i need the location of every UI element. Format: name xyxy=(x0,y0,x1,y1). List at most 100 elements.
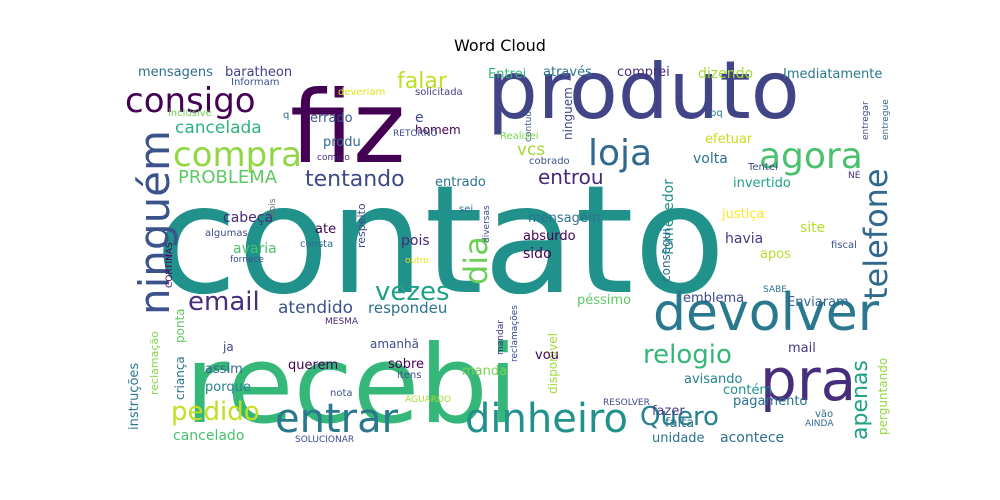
word-76: absurdo xyxy=(523,229,576,244)
word-113: vão xyxy=(815,409,833,420)
word-25: cancelada xyxy=(175,118,262,138)
word-98: manda xyxy=(462,364,507,379)
word-109: AGUARDO xyxy=(405,395,451,405)
word-66: respeito xyxy=(355,203,368,248)
word-44: q xyxy=(283,110,289,121)
word-85: emblema xyxy=(683,291,744,306)
word-41: entregar xyxy=(861,101,871,140)
word-73: fornece xyxy=(230,255,264,265)
word-114: AINDA xyxy=(805,419,834,429)
word-112: pagamento xyxy=(733,394,807,409)
word-51: Realizei xyxy=(500,131,539,142)
word-61: consegui xyxy=(659,228,673,282)
word-33: comprei xyxy=(617,65,670,80)
word-22: tentando xyxy=(305,167,405,192)
word-18: Quero xyxy=(640,402,719,432)
word-82: apos xyxy=(760,247,791,262)
word-111: fazer xyxy=(652,404,685,419)
word-0: contato xyxy=(155,154,726,328)
word-52: cobrado xyxy=(529,156,570,167)
word-38: deveriam xyxy=(338,87,385,98)
word-49: RETORNO xyxy=(393,129,438,139)
word-117: acontece xyxy=(720,430,784,445)
word-48: produ xyxy=(323,135,361,150)
word-96: querem xyxy=(288,358,338,373)
word-40: pq xyxy=(710,108,723,119)
word-90: ponta xyxy=(173,308,187,343)
word-11: compra xyxy=(173,135,302,175)
word-19: relogio xyxy=(643,340,732,370)
word-50: comigo xyxy=(317,153,350,163)
word-83: SABE xyxy=(763,285,787,295)
word-84: péssimo xyxy=(577,293,631,308)
word-43: inclusive xyxy=(168,108,212,119)
word-31: Informam xyxy=(231,77,279,88)
word-28: vcs xyxy=(517,140,545,160)
word-119: SOLUCIONAR xyxy=(295,435,354,445)
word-21: falar xyxy=(397,69,448,94)
word-67: mensagem xyxy=(528,211,601,226)
word-4: devolver xyxy=(653,283,880,343)
word-62: sei xyxy=(459,204,473,215)
word-101: disponível xyxy=(546,333,560,394)
word-17: pedido xyxy=(171,397,260,427)
word-1: recebi xyxy=(185,323,518,445)
word-37: solicitada xyxy=(415,87,463,98)
word-27: respondeu xyxy=(368,299,447,317)
word-95: amanhã xyxy=(370,337,419,351)
word-68: justiça xyxy=(721,207,764,222)
word-58: NÉ xyxy=(848,169,861,181)
word-75: diversas xyxy=(482,205,492,243)
word-55: Tentei xyxy=(747,162,778,173)
word-20: apenas xyxy=(848,360,873,440)
word-23: entrou xyxy=(538,165,604,189)
word-108: nota xyxy=(330,388,353,399)
word-16: email xyxy=(188,287,260,317)
word-70: algumas xyxy=(205,228,248,239)
word-92: ja xyxy=(222,340,234,354)
word-32: através xyxy=(543,65,592,80)
word-5: pra xyxy=(760,346,856,414)
word-26: atendido xyxy=(278,298,353,318)
word-42: entregue xyxy=(881,99,891,140)
word-29: mensagens xyxy=(138,65,213,80)
word-9: loja xyxy=(588,133,652,174)
word-3: produto xyxy=(487,60,800,137)
word-45: errado xyxy=(310,111,353,126)
word-87: MESMA xyxy=(325,317,359,327)
word-81: sido xyxy=(523,246,552,262)
word-59: entrado xyxy=(435,175,486,190)
word-34: dizendo xyxy=(698,66,753,82)
word-105: mail xyxy=(788,341,816,356)
word-57: invertido xyxy=(733,176,791,191)
word-102: vou xyxy=(535,348,559,363)
word-63: dois xyxy=(268,198,278,217)
word-30: baratheon xyxy=(225,65,292,80)
word-10: agora xyxy=(759,136,863,177)
chart-title: Word Cloud xyxy=(454,36,546,55)
word-24: PROBLEMA xyxy=(178,167,278,188)
word-118: cancelado xyxy=(173,428,244,444)
word-91: instruções xyxy=(127,363,142,430)
word-65: ate xyxy=(315,222,336,237)
word-6: entrar xyxy=(275,396,399,442)
word-2: fiz xyxy=(290,69,405,186)
word-56: volta xyxy=(693,151,728,167)
word-80: outro xyxy=(405,256,429,266)
word-110: RESOLVER xyxy=(603,398,650,408)
word-88: reclamação xyxy=(148,331,161,395)
word-74: pois xyxy=(401,233,430,249)
word-36: Entrei xyxy=(488,67,526,82)
word-35: Imediatamente xyxy=(783,67,882,82)
word-71: avaria xyxy=(233,241,277,257)
word-7: dinheiro xyxy=(465,396,628,442)
word-72: consta xyxy=(300,239,333,250)
word-100: reclamações xyxy=(510,305,520,362)
word-60: fornecedor xyxy=(661,179,677,255)
word-54: efetuar xyxy=(705,132,753,147)
word-106: perguntando xyxy=(876,358,890,435)
word-94: porque xyxy=(205,380,251,395)
word-8: ninguém xyxy=(130,130,179,315)
